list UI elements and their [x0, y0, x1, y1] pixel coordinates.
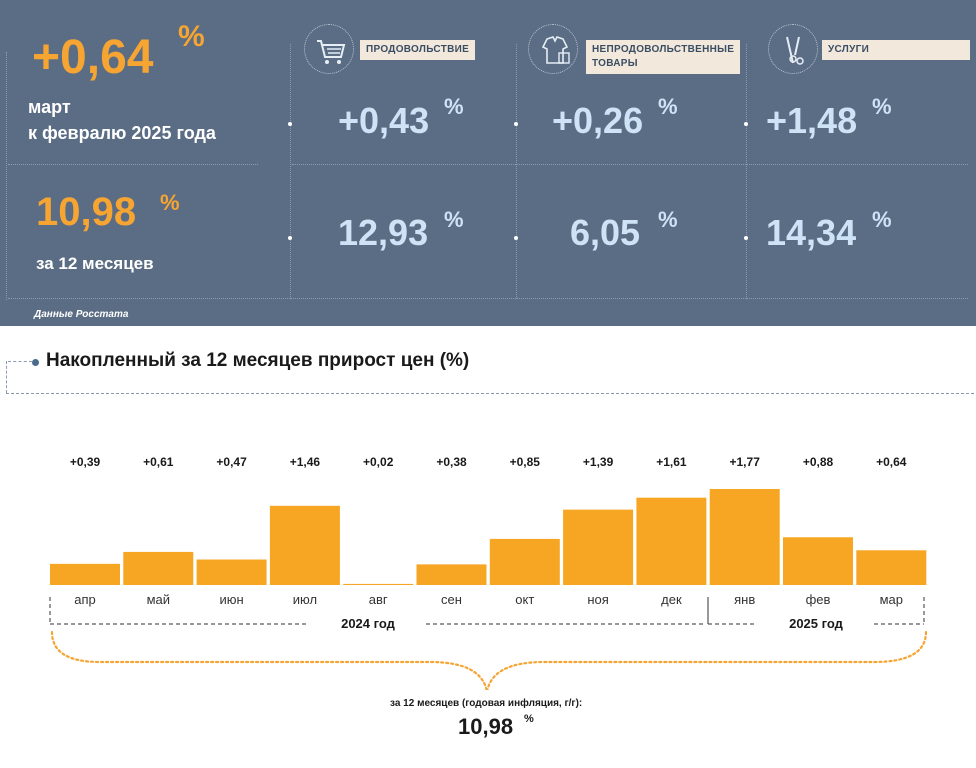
bar-value-label: +1,39 — [583, 455, 614, 469]
category-label-nonfood: НЕПРОДОВОЛЬСТВЕННЫЕ ТОВАРЫ — [586, 40, 741, 74]
clothing-icon — [528, 24, 578, 74]
scissors-tools-icon — [768, 24, 818, 74]
row-marker — [514, 122, 518, 126]
nonfood-monthly-pct: % — [658, 94, 678, 119]
category-label-food-line1: ПРОДОВОЛЬСТВИЕ — [366, 44, 470, 55]
category-label-nonfood-line1: НЕПРОДОВОЛЬСТВЕННЫЕ — [592, 44, 735, 55]
divider-col-2 — [516, 44, 517, 299]
bar-окт — [489, 538, 560, 585]
annual-total-value: 10,98 — [458, 714, 514, 739]
monthly-label-line2: к февралю 2025 года — [28, 123, 216, 143]
bar-мар — [856, 550, 927, 585]
nonfood-annual-pct: % — [658, 207, 678, 232]
x-tick-label: дек — [661, 592, 682, 607]
x-tick-label: сен — [441, 592, 462, 607]
bar-value-label: +1,77 — [730, 455, 761, 469]
food-annual-pct: % — [444, 207, 464, 232]
title-bullet — [32, 359, 39, 366]
x-tick-label: май — [147, 592, 170, 607]
annual-total-pct: % — [524, 713, 534, 725]
category-label-services-line1: УСЛУГИ — [828, 44, 870, 55]
divider-row-1 — [8, 164, 258, 165]
x-tick-label: июл — [293, 592, 317, 607]
nonfood-monthly-value: +0,26 — [552, 100, 644, 141]
x-tick-label: фев — [806, 592, 831, 607]
x-tick-label: мар — [880, 592, 903, 607]
monthly-inflation-bar-chart: +0,39 апр +0,61 май +0,47 июн +1,46 июл +0,02 авг… — [49, 455, 928, 690]
services-monthly-pct: % — [872, 94, 892, 119]
bar-май — [123, 551, 194, 585]
bar-апр — [50, 563, 120, 585]
x-tick-label: окт — [515, 592, 534, 607]
services-monthly-value: +1,48 — [766, 100, 858, 141]
divider-bottom — [8, 298, 968, 299]
bar-value-label: +0,85 — [510, 455, 541, 469]
row-marker — [744, 122, 748, 126]
nonfood-annual-value: 6,05 — [570, 212, 641, 253]
bar-value-label: +1,61 — [656, 455, 687, 469]
divider-col-3 — [746, 44, 747, 299]
year-label-2025: 2025 год — [789, 616, 844, 631]
bar-value-label: +0,38 — [436, 455, 467, 469]
x-tick-label: ноя — [587, 592, 608, 607]
bar-value-label: +0,64 — [876, 455, 907, 469]
bar-value-label: +0,47 — [216, 455, 247, 469]
bar-value-label: +0,02 — [363, 455, 394, 469]
title-connector — [8, 361, 32, 362]
monthly-label-line1: март — [28, 97, 71, 117]
summary-panel: +0,64 % март к февралю 2025 года 10,98 %… — [0, 0, 976, 326]
annual-label: за 12 месяцев — [36, 254, 154, 273]
bar-value-label: +0,39 — [70, 455, 101, 469]
annual-brace — [50, 630, 928, 690]
bar-дек — [636, 497, 707, 585]
bar-авг — [343, 583, 414, 585]
bar-июн — [196, 559, 267, 585]
x-tick-label: авг — [369, 592, 388, 607]
food-monthly-pct: % — [444, 94, 464, 119]
row-marker — [288, 122, 292, 126]
monthly-change-value: +0,64 — [32, 31, 154, 84]
source-note: Данные Росстата — [34, 309, 129, 320]
services-annual-value: 14,34 — [766, 212, 857, 253]
bar-ноя — [563, 509, 634, 585]
food-annual-value: 12,93 — [338, 212, 429, 253]
bar-сен — [416, 564, 487, 585]
title-connector-vertical — [6, 361, 7, 393]
row-marker — [514, 236, 518, 240]
annual-change-pct: % — [160, 190, 180, 215]
bar-value-label: +0,88 — [803, 455, 834, 469]
category-label-nonfood-line2: ТОВАРЫ — [592, 58, 638, 69]
title-underline — [6, 393, 974, 394]
services-annual-pct: % — [872, 207, 892, 232]
monthly-change-pct: % — [178, 20, 205, 53]
bar-янв — [709, 489, 780, 585]
category-label-food: ПРОДОВОЛЬСТВИЕ — [360, 40, 476, 60]
bar-value-label: +0,61 — [143, 455, 174, 469]
year-label-2024: 2024 год — [341, 616, 396, 631]
food-monthly-value: +0,43 — [338, 100, 430, 141]
bar-value-label: +1,46 — [290, 455, 321, 469]
annual-change-value: 10,98 — [36, 190, 137, 234]
x-tick-label: июн — [219, 592, 243, 607]
category-label-services: УСЛУГИ — [822, 40, 970, 60]
bar-июл — [269, 505, 340, 585]
divider-left — [6, 52, 7, 300]
row-marker — [744, 236, 748, 240]
annual-caption: за 12 месяцев (годовая инфляция, г/г): — [390, 698, 583, 709]
divider-row-1b — [292, 164, 968, 165]
row-marker — [288, 236, 292, 240]
x-tick-label: апр — [74, 592, 96, 607]
chart-title: Накопленный за 12 месяцев прирост цен (%… — [46, 350, 470, 371]
shopping-cart-icon — [304, 24, 354, 74]
divider-col-1 — [290, 44, 291, 299]
x-tick-label: янв — [734, 592, 755, 607]
bar-фев — [783, 537, 853, 585]
